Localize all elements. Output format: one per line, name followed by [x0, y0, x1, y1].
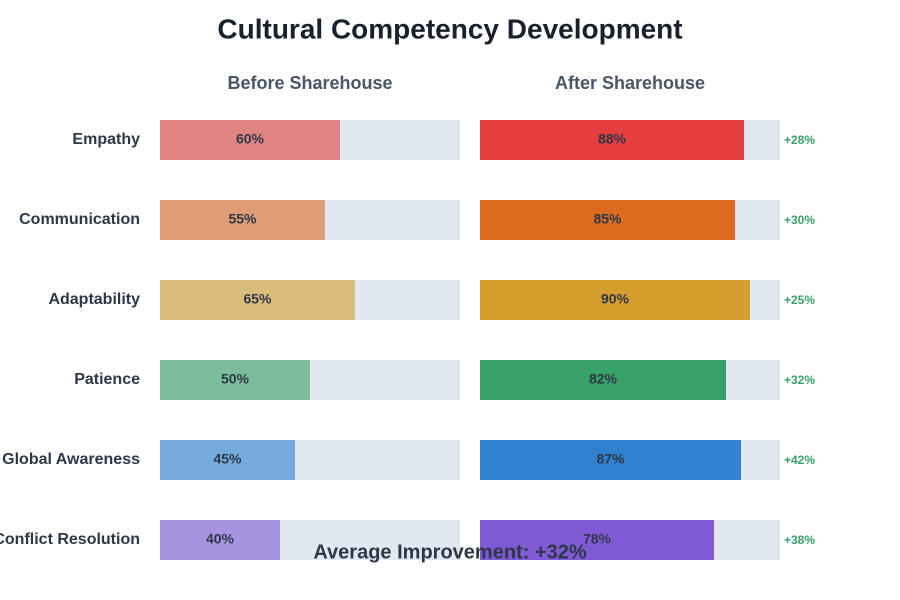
value-label: 88%: [598, 131, 627, 147]
value-label: 65%: [243, 291, 272, 307]
value-label: 55%: [228, 211, 257, 227]
category-label: Empathy: [72, 131, 140, 148]
value-label: 50%: [221, 371, 250, 387]
bar: [160, 440, 295, 480]
chart-title: Cultural Competency Development: [217, 13, 682, 44]
value-label: 60%: [236, 131, 265, 147]
improvement-label: +25%: [784, 293, 815, 307]
improvement-label: +28%: [784, 133, 815, 147]
bar: [480, 120, 744, 160]
category-label: Conflict Resolution: [0, 531, 140, 548]
bar: [160, 120, 340, 160]
value-label: 87%: [596, 451, 625, 467]
improvement-label: +42%: [784, 453, 815, 467]
bar: [480, 200, 735, 240]
bar: [160, 200, 325, 240]
value-label: 82%: [589, 371, 618, 387]
value-label: 45%: [213, 451, 242, 467]
value-label: 40%: [206, 531, 235, 547]
improvement-label: +32%: [784, 373, 815, 387]
panel-header: After Sharehouse: [555, 73, 705, 93]
category-label: Patience: [74, 371, 140, 388]
category-label: Communication: [19, 211, 140, 228]
bar: [160, 280, 355, 320]
value-label: 90%: [601, 291, 630, 307]
value-label: 85%: [593, 211, 622, 227]
value-label: 78%: [583, 531, 612, 547]
improvement-label: +30%: [784, 213, 815, 227]
bar: [160, 520, 280, 560]
bar: [480, 360, 726, 400]
annotation: Average Improvement: +32%: [313, 541, 586, 563]
improvement-label: +38%: [784, 533, 815, 547]
bar: [160, 360, 310, 400]
bar: [480, 440, 741, 480]
bar: [480, 520, 714, 560]
category-label: Global Awareness: [2, 451, 140, 468]
bar: [480, 280, 750, 320]
category-label: Adaptability: [48, 291, 140, 308]
panel-header: Before Sharehouse: [227, 73, 392, 93]
